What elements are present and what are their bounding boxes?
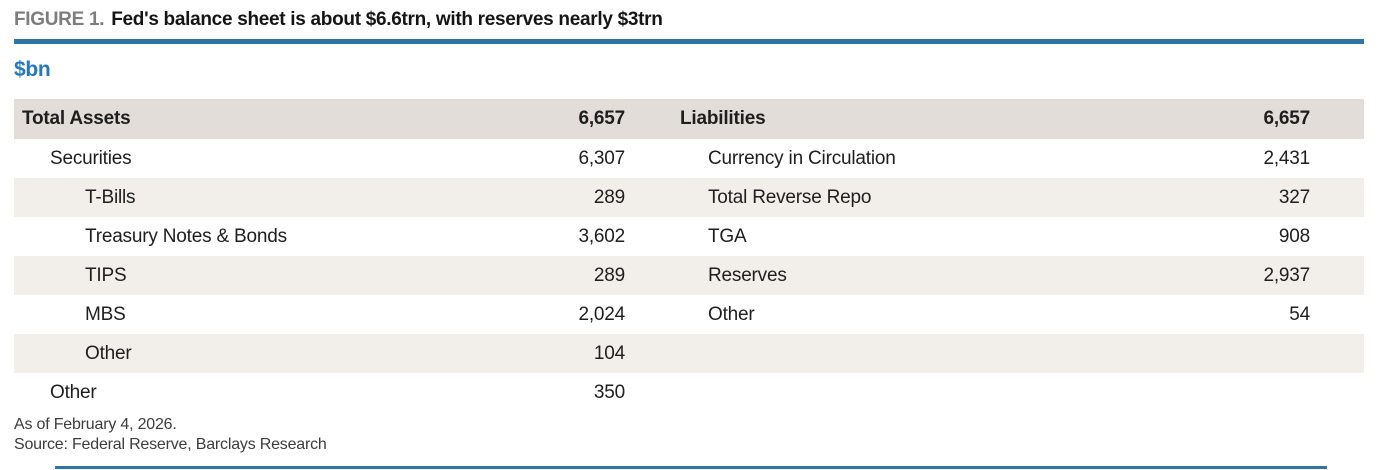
figure-number-label: FIGURE 1. [14, 9, 105, 30]
row-label-reserves: Reserves [708, 264, 787, 286]
row-label-tips: TIPS [85, 264, 127, 286]
figure-title-text: Fed's balance sheet is about $6.6trn, wi… [111, 9, 663, 30]
source-note: Source: Federal Reserve, Barclays Resear… [14, 436, 327, 453]
liabilities-value: 6,657 [1263, 108, 1310, 129]
row-label-notes-bonds: Treasury Notes & Bonds [85, 225, 287, 247]
table-header-row: Total Assets 6,657 Liabilities 6,657 [14, 99, 1364, 139]
table-row: Other 350 [14, 373, 1364, 412]
row-label-mbs: MBS [85, 303, 126, 325]
row-value-other-assets: 350 [593, 381, 625, 403]
row-value-securities: 6,307 [578, 147, 625, 169]
row-value-other-liability: 54 [1289, 303, 1310, 325]
balance-sheet-table: Total Assets 6,657 Liabilities 6,657 Sec… [14, 99, 1364, 412]
row-value-tips: 289 [593, 264, 625, 286]
row-value-other-securities: 104 [593, 342, 625, 364]
total-assets-value: 6,657 [578, 108, 625, 129]
row-label-tga: TGA [708, 225, 747, 247]
top-accent-rule [14, 39, 1364, 44]
row-value-reserves: 2,937 [1263, 264, 1310, 286]
units-label: $bn [14, 58, 51, 81]
table-row: Other 104 [14, 334, 1364, 373]
table-row: Treasury Notes & Bonds 3,602 TGA 908 [14, 217, 1364, 256]
row-label-reverse-repo: Total Reverse Repo [708, 186, 872, 208]
liabilities-header: Liabilities [680, 108, 766, 129]
row-label-currency: Currency in Circulation [708, 147, 896, 169]
figure-title-row: FIGURE 1. Fed's balance sheet is about $6… [14, 7, 1364, 33]
row-label-other-securities: Other [85, 342, 132, 364]
table-row: TIPS 289 Reserves 2,937 [14, 256, 1364, 295]
row-value-mbs: 2,024 [578, 303, 625, 325]
row-label-tbills: T-Bills [85, 186, 136, 208]
row-value-currency: 2,431 [1263, 147, 1310, 169]
table-row: MBS 2,024 Other 54 [14, 295, 1364, 334]
row-value-reverse-repo: 327 [1278, 186, 1310, 208]
table-row: T-Bills 289 Total Reverse Repo 327 [14, 178, 1364, 217]
as-of-note: As of February 4, 2026. [14, 416, 177, 433]
row-value-tbills: 289 [593, 186, 625, 208]
row-value-tga: 908 [1278, 225, 1310, 247]
row-label-other-assets: Other [50, 381, 97, 403]
footnotes: As of February 4, 2026. Source: Federal … [14, 415, 1364, 455]
bottom-accent-rule [55, 466, 1327, 469]
row-value-notes-bonds: 3,602 [578, 225, 625, 247]
total-assets-header: Total Assets [22, 108, 131, 129]
row-label-securities: Securities [50, 147, 132, 169]
table-row: Securities 6,307 Currency in Circulation… [14, 139, 1364, 178]
row-label-other-liability: Other [708, 303, 755, 325]
